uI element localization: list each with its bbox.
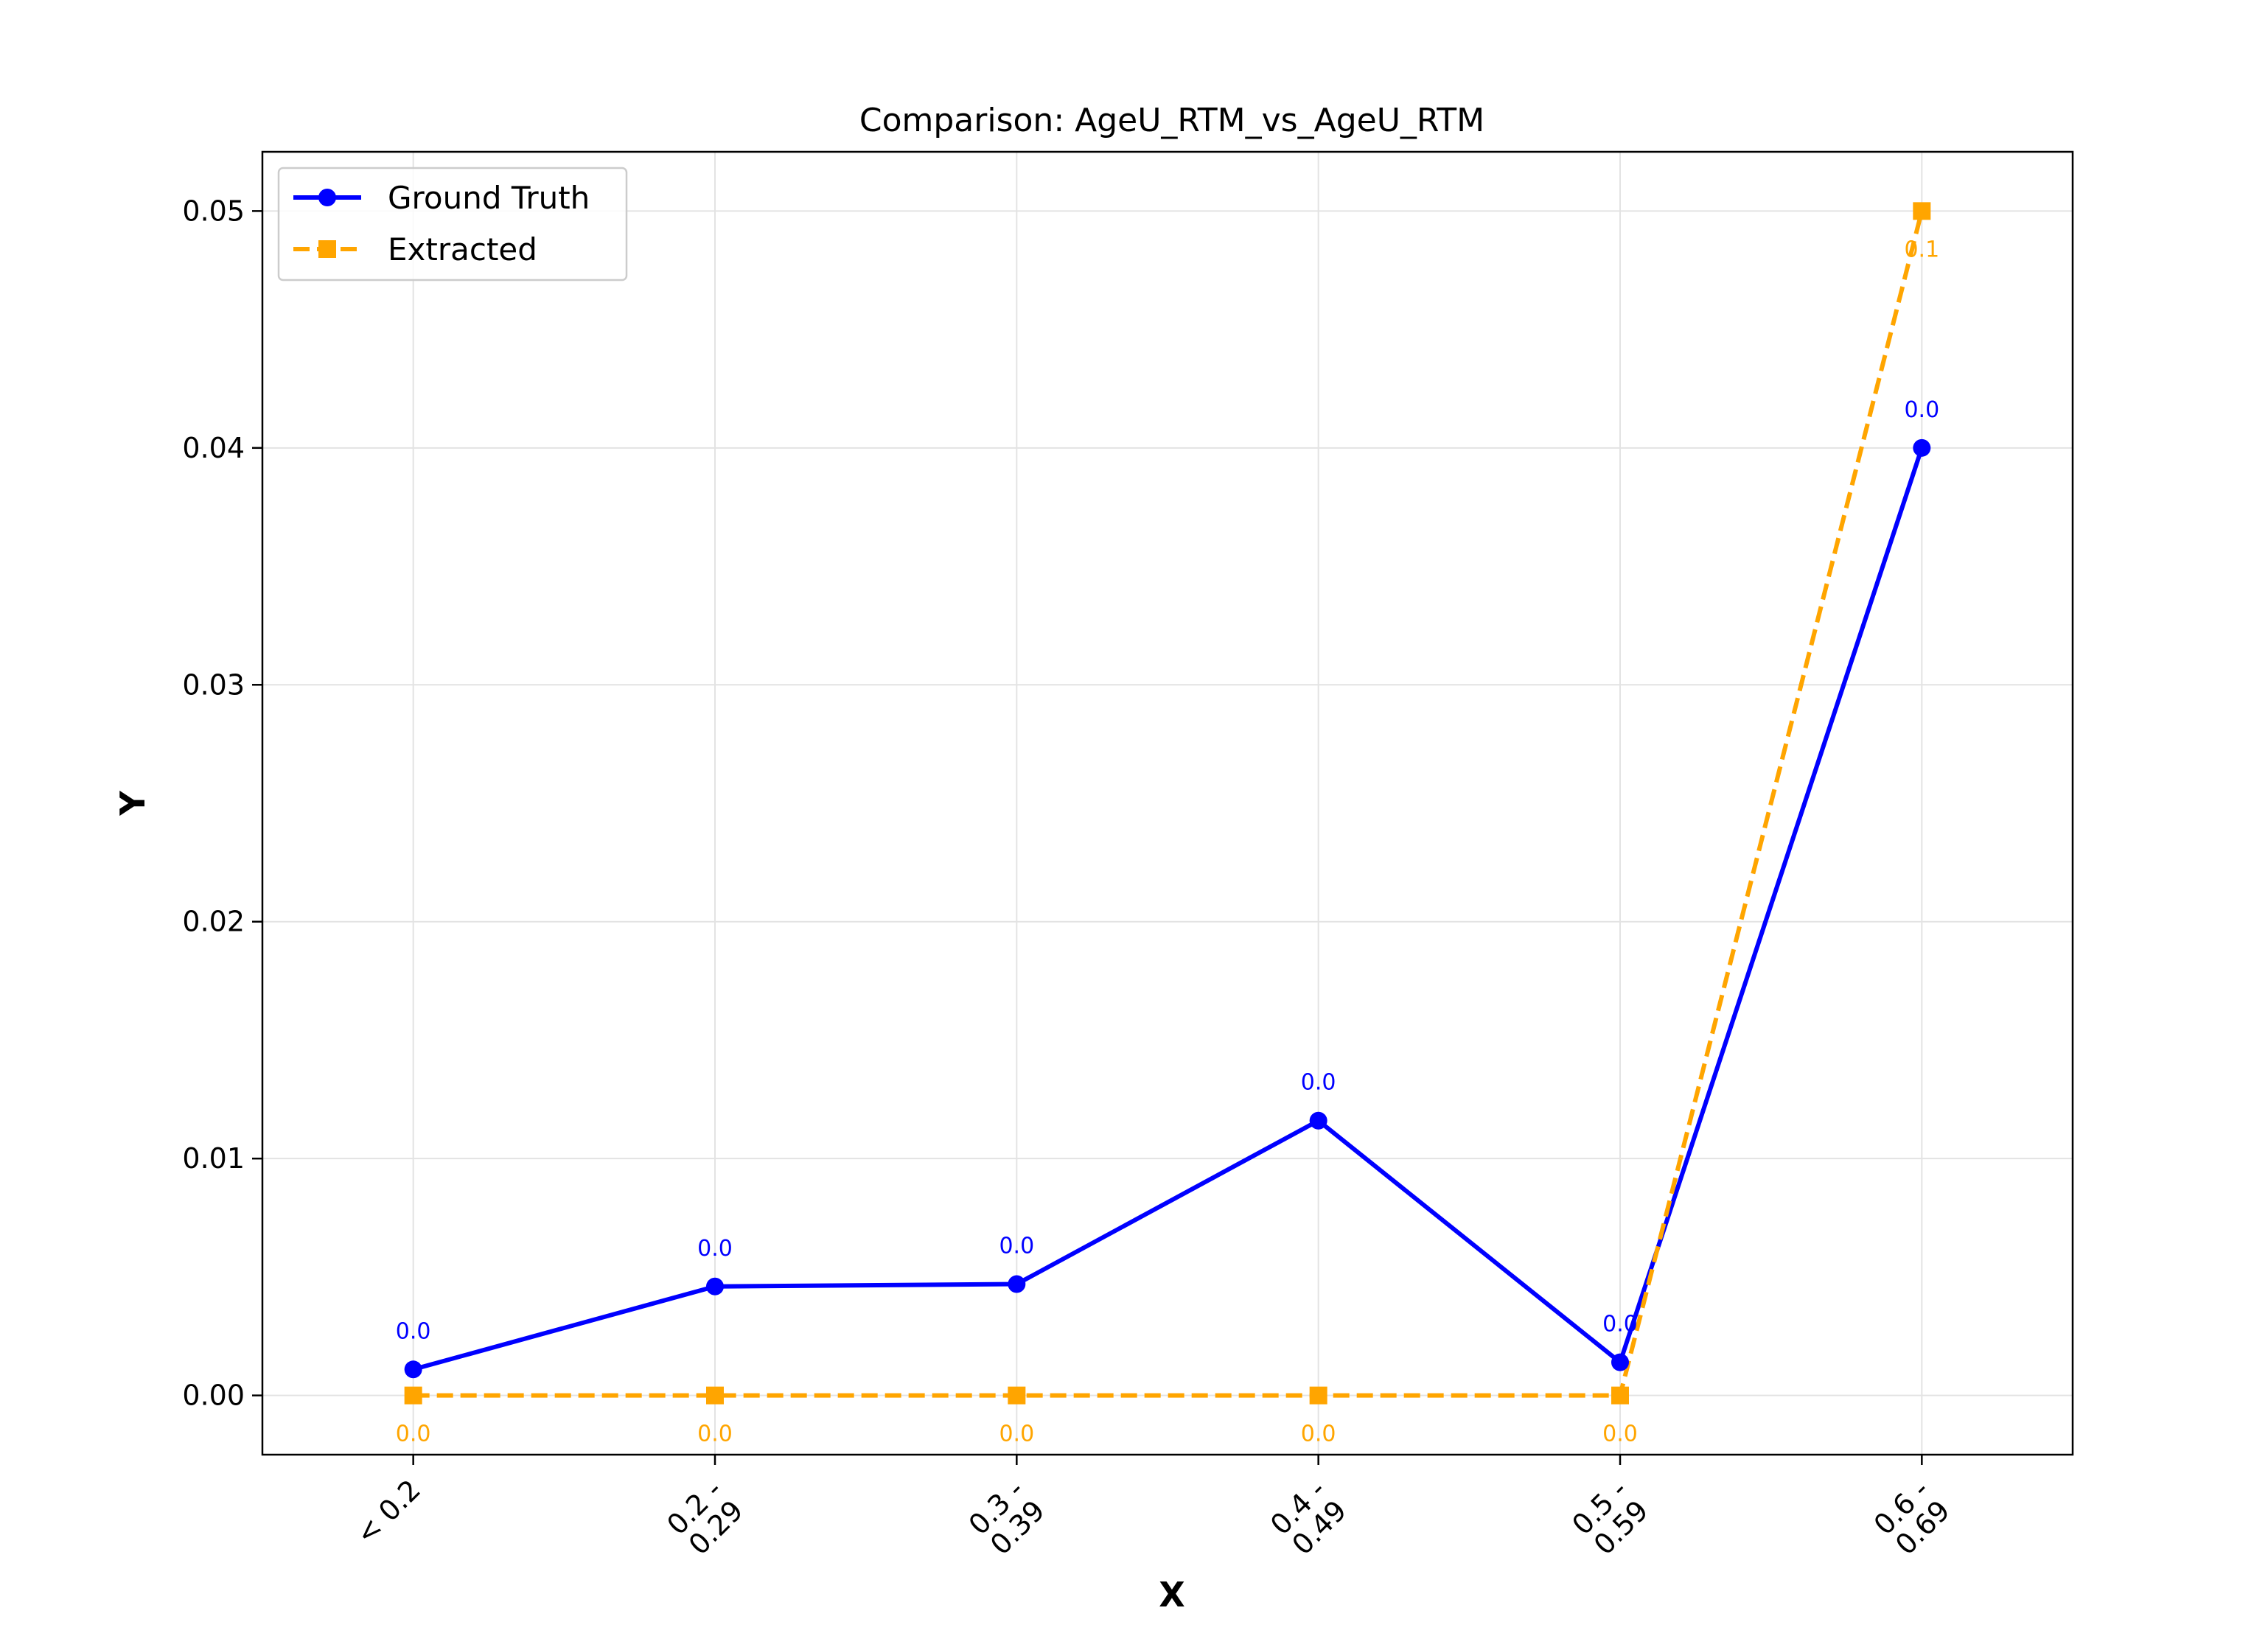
y-tick-label: 0.00 <box>182 1380 245 1412</box>
x-axis-label: X <box>1159 1575 1184 1615</box>
y-tick-label: 0.05 <box>182 195 245 227</box>
data-point <box>1913 438 1931 457</box>
data-labels: 0.0 0.0 0.0 0.0 0.0 0.0 0.0 0.0 0.0 0.0 0.0 0.1 <box>396 237 1939 1447</box>
data-point <box>1611 1353 1629 1371</box>
data-label: 0.0 <box>1904 397 1939 423</box>
data-point <box>1008 1275 1026 1293</box>
data-label: 0.0 <box>396 1318 431 1344</box>
data-point <box>1309 1111 1327 1130</box>
legend-label: Extracted <box>388 231 537 267</box>
y-tick-label: 0.04 <box>182 432 245 464</box>
data-point <box>1913 202 1931 220</box>
y-axis-ticks: 0.00 0.01 0.02 0.03 0.04 0.05 <box>182 195 262 1412</box>
legend-label: Ground Truth <box>388 180 590 216</box>
data-label: 0.0 <box>1602 1312 1638 1337</box>
legend-marker <box>318 189 336 206</box>
y-tick-label: 0.01 <box>182 1142 245 1175</box>
data-label: 0.0 <box>697 1422 733 1447</box>
series-lines <box>412 210 1925 1398</box>
data-point <box>1008 1386 1026 1405</box>
data-label: 0.0 <box>1602 1422 1638 1447</box>
data-label: 0.0 <box>999 1234 1034 1259</box>
data-point <box>706 1386 724 1405</box>
data-label: 0.0 <box>999 1422 1034 1447</box>
plot-frame <box>261 150 2074 1456</box>
y-axis-label: Y <box>113 791 153 816</box>
legend: Ground Truth Extracted <box>277 167 628 282</box>
chart-title: Comparison: AgeU_RTM_vs_AgeU_RTM <box>859 102 1484 139</box>
legend-marker <box>318 240 336 258</box>
data-point <box>706 1277 724 1295</box>
data-label: 0.1 <box>1904 237 1939 262</box>
data-label: 0.0 <box>697 1236 733 1262</box>
data-point <box>1611 1386 1629 1405</box>
data-point <box>404 1360 422 1379</box>
grid <box>262 152 2073 1455</box>
data-point <box>1309 1386 1327 1405</box>
series-line-extracted <box>413 210 1925 1398</box>
legend-box <box>277 167 628 282</box>
y-tick-label: 0.03 <box>182 668 245 701</box>
data-label: 0.0 <box>396 1422 431 1447</box>
data-point <box>404 1386 422 1405</box>
series-markers <box>404 202 1931 1405</box>
data-label: 0.0 <box>1301 1070 1336 1096</box>
y-tick-label: 0.02 <box>182 906 245 938</box>
series-line-ground-truth <box>412 447 1925 1372</box>
data-label: 0.0 <box>1301 1422 1336 1447</box>
